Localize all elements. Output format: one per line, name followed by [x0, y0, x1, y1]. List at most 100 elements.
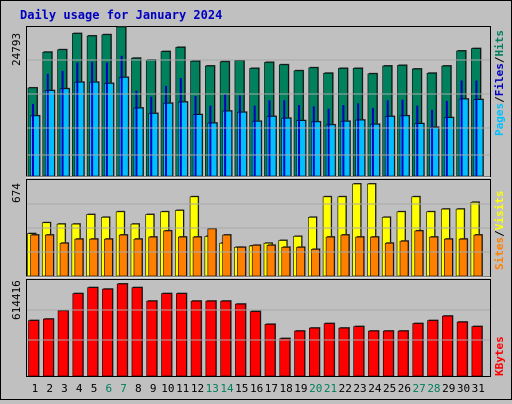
kbytes-bar — [397, 330, 409, 377]
x-tick-label: 15 — [235, 382, 248, 395]
pages-bar — [118, 77, 129, 177]
files-bar — [342, 105, 345, 176]
x-tick-label: 7 — [120, 382, 127, 395]
sites-bar — [89, 238, 98, 277]
sites-bar — [266, 244, 276, 277]
files-bar — [283, 100, 286, 176]
x-tick-label: 10 — [161, 382, 174, 395]
x-tick-label: 31 — [472, 382, 485, 395]
pages-bar — [384, 116, 395, 177]
sites-bar — [429, 236, 438, 277]
x-tick-label: 22 — [339, 382, 352, 395]
kbytes-bar — [220, 300, 231, 377]
sites-bar — [296, 247, 305, 277]
sites-bar — [148, 236, 158, 277]
kbytes-bar — [471, 326, 483, 377]
sites-bar — [237, 247, 246, 277]
files-bar — [371, 108, 374, 176]
kbytes-bar — [279, 338, 291, 377]
kbytes-bar — [294, 330, 305, 377]
files-bar — [61, 70, 64, 176]
x-tick-label: 21 — [324, 382, 337, 395]
pages-bar — [444, 117, 454, 177]
kbytes-bar — [57, 310, 69, 377]
x-tick-label: 30 — [457, 382, 470, 395]
kbytes-bar — [72, 293, 84, 377]
files-bar — [194, 96, 197, 176]
kbytes-bar — [116, 283, 128, 377]
sites-bar — [340, 234, 350, 277]
kbytes-bar — [176, 293, 187, 377]
sites-bar — [355, 236, 364, 277]
x-tick-label: 1 — [32, 382, 39, 395]
pages-bar — [458, 98, 469, 177]
kbytes-bar — [353, 326, 364, 377]
x-tick-label: 3 — [61, 382, 68, 395]
files-bar — [46, 73, 49, 176]
legend-entry: Files — [493, 63, 506, 96]
kbytes-bar — [456, 321, 468, 377]
sites-bar — [384, 242, 394, 277]
x-tick-label: 4 — [76, 382, 83, 395]
sites-bar — [473, 234, 483, 277]
pages-bar — [178, 101, 188, 177]
x-tick-label: 29 — [442, 382, 455, 395]
legend-kbytes: KBytes — [493, 336, 506, 376]
pages-bar — [281, 117, 292, 177]
pages-bar — [399, 115, 410, 177]
files-bar — [386, 100, 389, 176]
kbytes-bar — [382, 330, 394, 377]
kbytes-bar — [42, 318, 54, 377]
pages-bar — [207, 122, 218, 177]
sites-bar — [325, 236, 335, 277]
legend-hits-files-pages: Pages/Files/Hits — [493, 30, 506, 136]
x-tick-label: 24 — [368, 382, 382, 395]
files-bar — [135, 90, 138, 176]
gridlines-group — [27, 59, 490, 341]
files-bar — [401, 99, 404, 176]
files-bar — [120, 55, 123, 177]
x-tick-label: 26 — [398, 382, 411, 395]
pages-bar — [59, 88, 70, 177]
legend-entry: Pages — [493, 103, 506, 136]
x-tick-label: 5 — [91, 382, 98, 395]
legend-entry: KBytes — [493, 336, 506, 376]
sites-bar — [104, 238, 113, 277]
pages-bar — [296, 120, 306, 177]
pages-bar — [44, 90, 55, 177]
sites-bar — [399, 240, 409, 277]
x-tick-label: 8 — [135, 382, 142, 395]
legend-entry: / — [493, 96, 506, 103]
x-tick-label: 20 — [309, 382, 322, 395]
pages-bar — [414, 123, 425, 177]
y-max-label-kbytes: 614416 — [10, 280, 23, 320]
sites-bar — [222, 234, 231, 277]
files-bar — [224, 94, 227, 176]
kbytes-bar — [442, 315, 453, 377]
legend-entry: Visits — [493, 191, 506, 231]
pages-bar — [429, 127, 439, 177]
files-bar — [76, 62, 79, 176]
kbytes-bar — [264, 324, 276, 377]
files-bar — [91, 61, 94, 176]
kbytes-bar — [309, 327, 320, 377]
sites-bar — [311, 249, 320, 277]
pages-bar — [370, 124, 380, 177]
kbytes-bar — [190, 300, 202, 377]
x-tick-label: 27 — [413, 382, 426, 395]
kbytes-bar — [87, 287, 98, 377]
bars-group — [27, 26, 484, 377]
x-tick-label: 12 — [191, 382, 204, 395]
kbytes-bar — [427, 320, 438, 377]
pages-bar — [104, 83, 114, 177]
x-axis-labels: 1 2 3 4 5 6 7 8 9 10 11 12 13 14 15 16 17 18 19 20 21 22 23 24 2… — [32, 382, 485, 395]
files-bar — [312, 106, 315, 176]
x-tick-label: 2 — [46, 382, 53, 395]
kbytes-bar — [249, 311, 261, 377]
x-tick-label: 23 — [353, 382, 366, 395]
sites-bar — [414, 230, 424, 277]
kbytes-bar — [205, 300, 217, 377]
x-tick-label: 25 — [383, 382, 396, 395]
